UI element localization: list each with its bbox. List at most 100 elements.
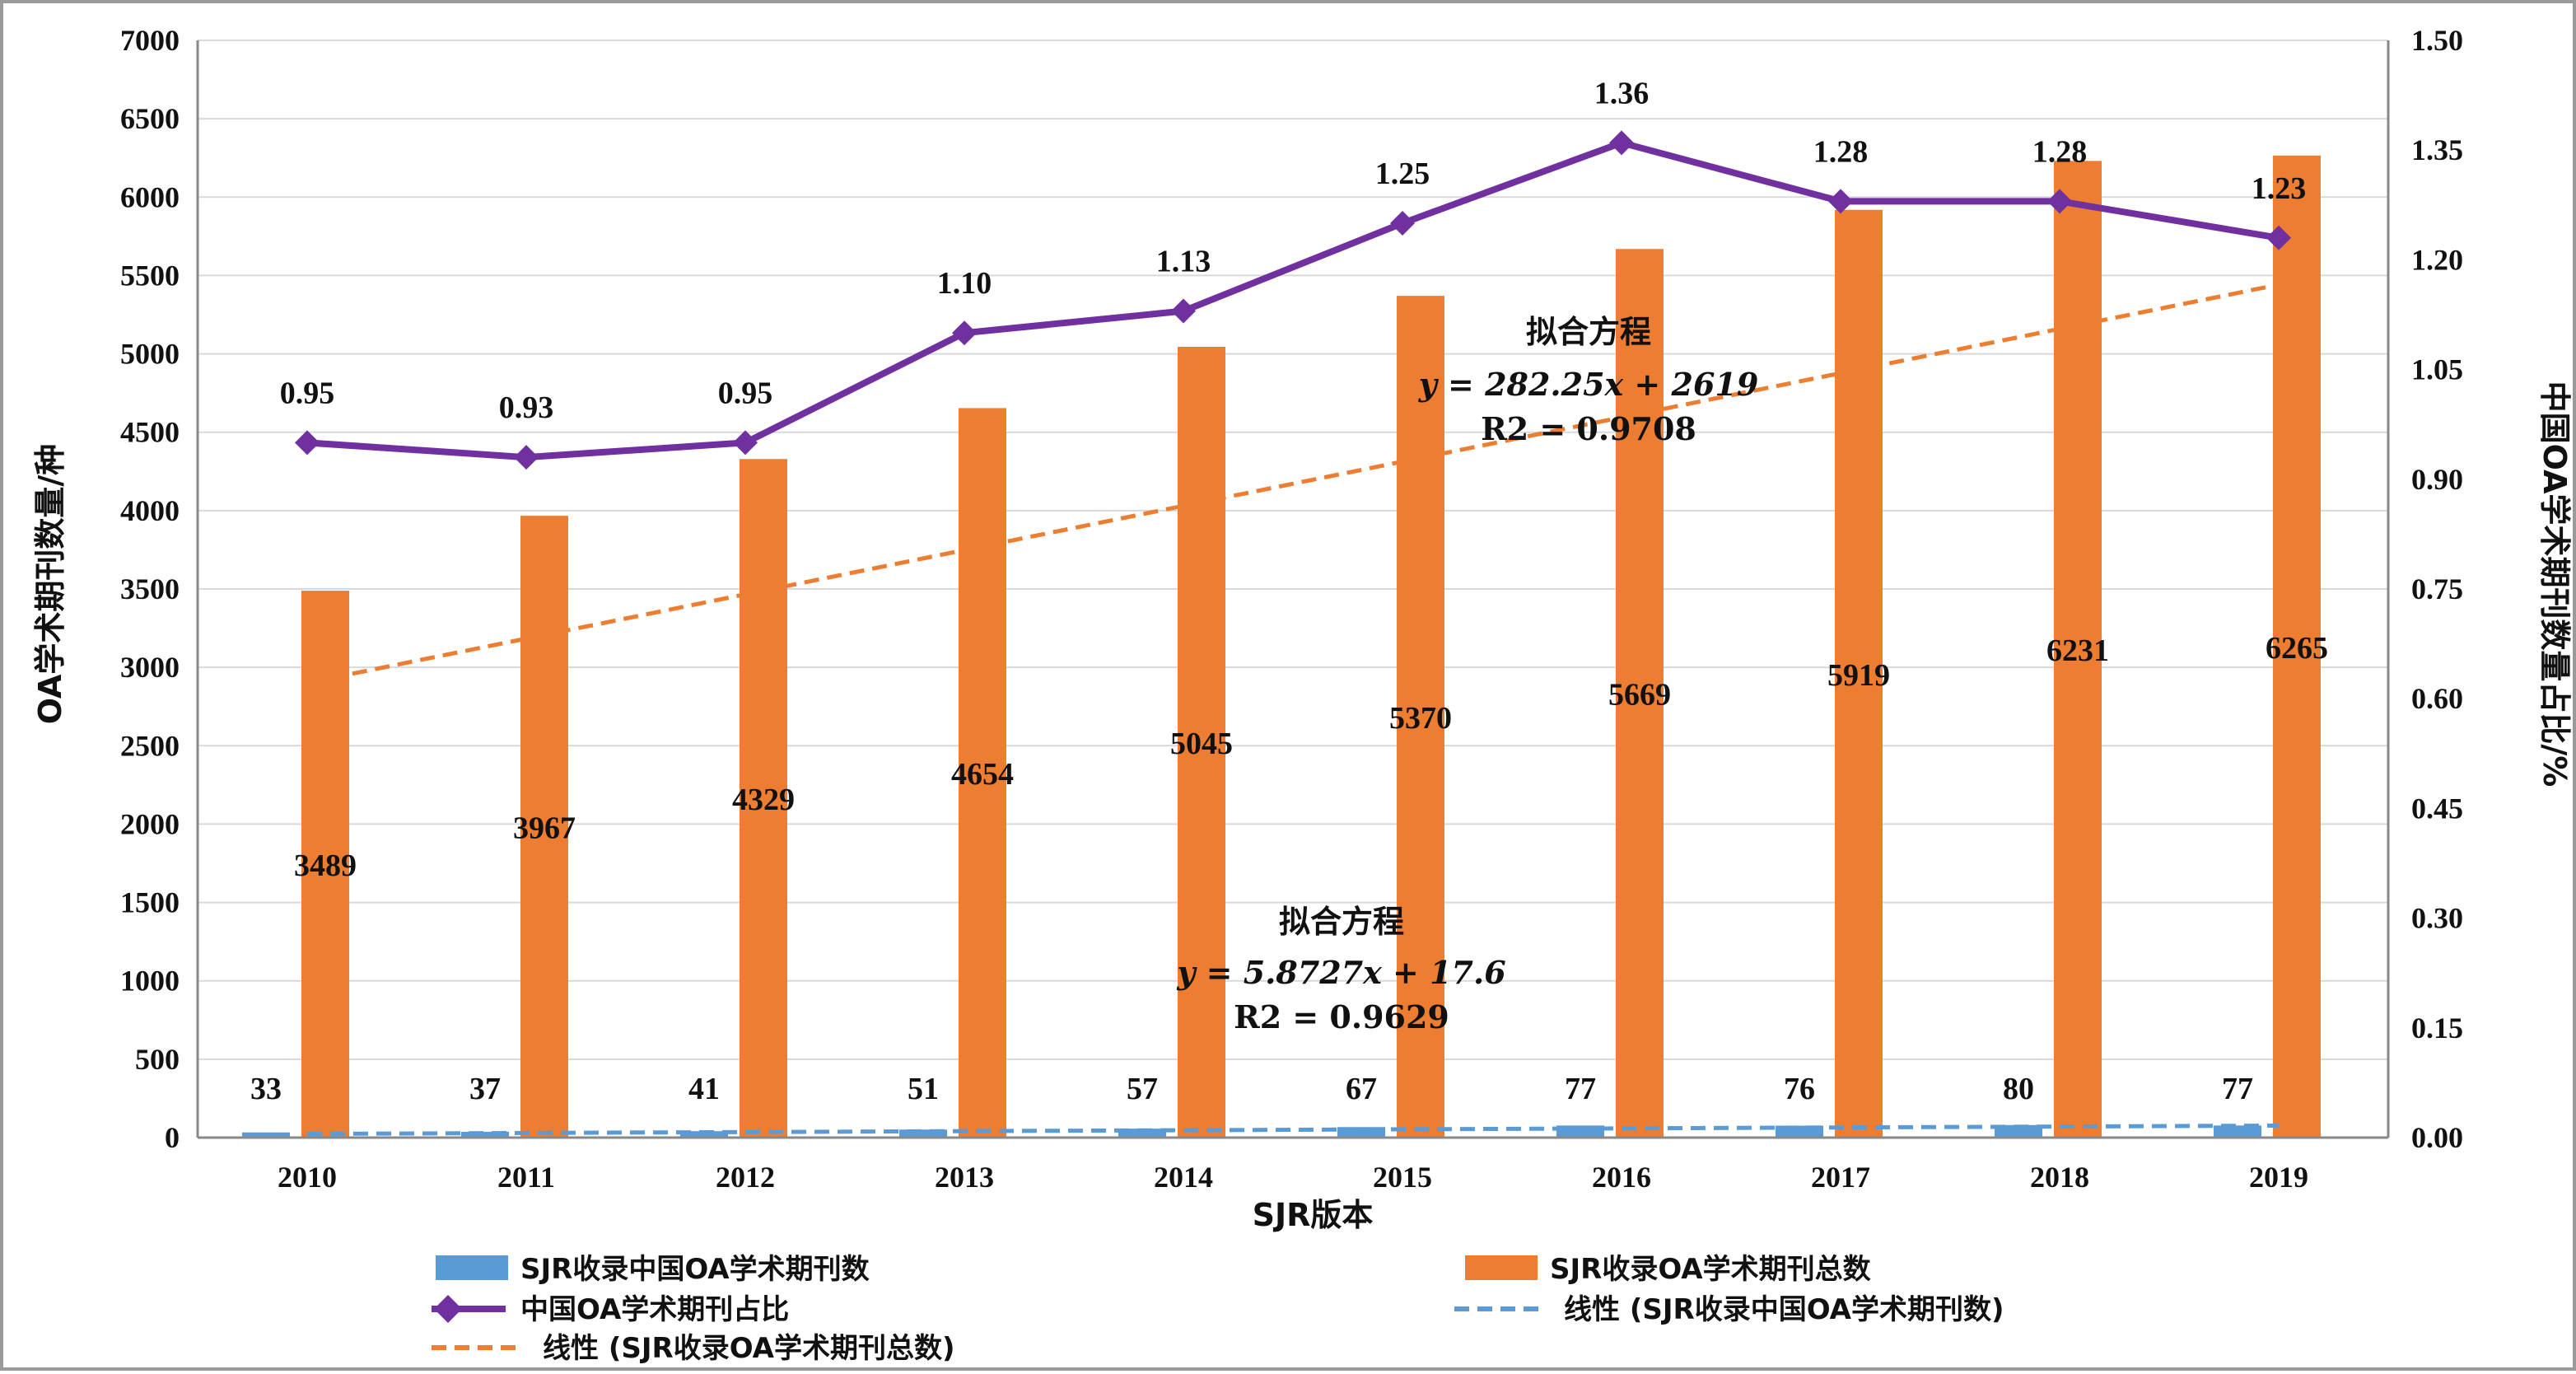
- y-left-tick-label: 3000: [120, 651, 180, 684]
- bar-china-count-label: 37: [469, 1072, 501, 1106]
- x-tick-label: 2014: [1154, 1161, 1213, 1194]
- bar-total-count-label: 6265: [2266, 631, 2328, 666]
- ratio-point: [1390, 211, 1415, 236]
- y-right-tick-label: 1.35: [2411, 133, 2463, 166]
- ratio-point-label: 1.13: [1156, 245, 1211, 279]
- bar-total-count-label: 4654: [951, 757, 1014, 792]
- ratio-point: [952, 320, 977, 346]
- bar-total-count: [740, 459, 787, 1138]
- bar-china-count: [680, 1131, 728, 1138]
- x-tick-label: 2011: [497, 1161, 555, 1194]
- ratio-point: [2266, 225, 2291, 250]
- bar-china-count-label: 77: [2222, 1072, 2253, 1106]
- fit-annotation-total: 拟合方程 y = 282.25x + 2619 R2 = 0.9708: [1418, 313, 1759, 447]
- y-right-tick-label: 0.60: [2411, 682, 2463, 715]
- y-left-tick-label: 3500: [120, 572, 180, 605]
- y-right-tick-label: 1.05: [2411, 353, 2463, 386]
- y-left-tick-label: 2000: [120, 807, 180, 840]
- bar-total-count: [2273, 155, 2321, 1138]
- bar-total-count: [1397, 296, 1444, 1138]
- bar-china-count: [242, 1132, 290, 1138]
- legend-swatch-china-count: [436, 1255, 508, 1280]
- ratio-point-label: 0.93: [499, 390, 554, 425]
- y-right-tick-label: 1.50: [2411, 24, 2463, 57]
- fit-annotation-china-equation: y = 5.8727x + 17.6: [1176, 954, 1505, 991]
- bar-china-count: [899, 1129, 947, 1138]
- ratio-point-label: 1.28: [2032, 134, 2088, 169]
- legend-item-total-trend: 线性 (SJR收录OA学术期刊总数): [432, 1332, 955, 1365]
- trendlines: [306, 283, 2280, 1137]
- y-right-tick-label: 0.45: [2411, 792, 2463, 825]
- bar-china-count: [461, 1131, 509, 1138]
- bar-china-count-label: 67: [1346, 1072, 1377, 1106]
- legend-label-china-count: SJR收录中国OA学术期刊数: [520, 1253, 870, 1286]
- legend-item-china-count: SJR收录中国OA学术期刊数: [436, 1253, 870, 1286]
- bar-china-count-label: 57: [1127, 1072, 1158, 1106]
- y-left-tick-label: 1500: [120, 886, 180, 919]
- bar-total-count: [520, 516, 568, 1138]
- bar-total-count-label: 4329: [732, 783, 795, 817]
- ratio-point-label: 0.95: [718, 376, 773, 410]
- legend-label-total-count: SJR收录OA学术期刊总数: [1550, 1253, 1871, 1286]
- ratio-point-label: 1.28: [1813, 134, 1869, 169]
- ratio-point: [2047, 189, 2072, 214]
- y-left-tick-label: 1000: [120, 965, 180, 998]
- bar-total-count-label: 5669: [1608, 678, 1671, 713]
- legend-item-ratio: 中国OA学术期刊占比: [432, 1293, 789, 1326]
- ratio-point: [1828, 189, 1853, 214]
- axes: 0 500 1000 1500 2000 2500 3000 3500 4000 4500 5000…: [120, 24, 2463, 1194]
- ratio-polyline: [306, 139, 2280, 461]
- y-right-tick-label: 0.75: [2411, 572, 2463, 605]
- ratio-point: [1609, 130, 1634, 156]
- ratio-point-label: 1.10: [937, 266, 992, 301]
- x-tick-label: 2017: [1811, 1161, 1870, 1194]
- bar-total-count-label: 5919: [1827, 658, 1890, 693]
- legend-label-total-trend: 线性 (SJR收录OA学术期刊总数): [543, 1332, 955, 1365]
- fit-annotation-total-equation: y = 282.25x + 2619: [1418, 366, 1759, 403]
- ratio-point-label: 1.23: [2252, 171, 2307, 206]
- y-right-tick-label: 0.90: [2411, 463, 2463, 496]
- y-left-tick-label: 5500: [120, 259, 180, 292]
- y-left-tick-label: 5000: [120, 338, 180, 371]
- legend-label-ratio: 中国OA学术期刊占比: [520, 1293, 789, 1326]
- y-left-tick-label: 4000: [120, 494, 180, 527]
- bar-total-count: [1178, 347, 1225, 1138]
- ratio-point-label: 1.25: [1375, 157, 1430, 191]
- x-tick-label: 2019: [2249, 1161, 2308, 1194]
- y-axis-right-title: 中国OA学术期刊数量占比/%: [2536, 381, 2573, 787]
- bar-china-count: [1118, 1129, 1166, 1138]
- x-tick-label: 2012: [716, 1161, 775, 1194]
- ratio-point-label: 1.36: [1594, 76, 1650, 110]
- legend-swatch-ratio-marker: [434, 1295, 462, 1323]
- y-left-tick-label: 4500: [120, 416, 180, 449]
- fit-annotation-total-title: 拟合方程: [1526, 313, 1651, 350]
- x-tick-label: 2018: [2030, 1161, 2089, 1194]
- bar-china-count-label: 80: [2003, 1072, 2034, 1106]
- bar-total-count-label: 3489: [294, 848, 357, 883]
- chart-svg: 0 500 1000 1500 2000 2500 3000 3500 4000 4500 5000…: [32, 24, 2573, 1365]
- legend-item-china-trend: 线性 (SJR收录中国OA学术期刊数): [1454, 1293, 2004, 1326]
- legend-item-total-count: SJR收录OA学术期刊总数: [1465, 1253, 1871, 1286]
- ratio-point: [1171, 298, 1196, 324]
- fit-annotation-china: 拟合方程 y = 5.8727x + 17.6 R2 = 0.9629: [1176, 903, 1505, 1035]
- legend-swatch-total-count: [1465, 1255, 1538, 1280]
- x-tick-label: 2015: [1373, 1161, 1432, 1194]
- bar-china-count: [1556, 1125, 1604, 1138]
- x-tick-label: 2013: [935, 1161, 994, 1194]
- y-left-tick-label: 6000: [120, 180, 180, 213]
- bar-china-count-label: 33: [250, 1072, 282, 1106]
- ratio-line: [295, 130, 2291, 470]
- bar-china-count: [1995, 1124, 2042, 1138]
- bar-total-count-label: 3967: [513, 811, 576, 846]
- y-right-tick-label: 1.20: [2411, 243, 2463, 276]
- bar-total-count: [959, 408, 1006, 1138]
- y-right-tick-label: 0.00: [2411, 1121, 2463, 1154]
- fit-annotation-china-r2: R2 = 0.9629: [1234, 998, 1449, 1035]
- bar-china-count-label: 41: [688, 1072, 720, 1106]
- y-left-tick-label: 0: [165, 1121, 180, 1154]
- y-left-tick-label: 500: [135, 1043, 180, 1076]
- x-tick-label: 2016: [1592, 1161, 1651, 1194]
- bar-total-count: [1616, 249, 1664, 1138]
- bar-total-count-label: 5370: [1389, 701, 1452, 736]
